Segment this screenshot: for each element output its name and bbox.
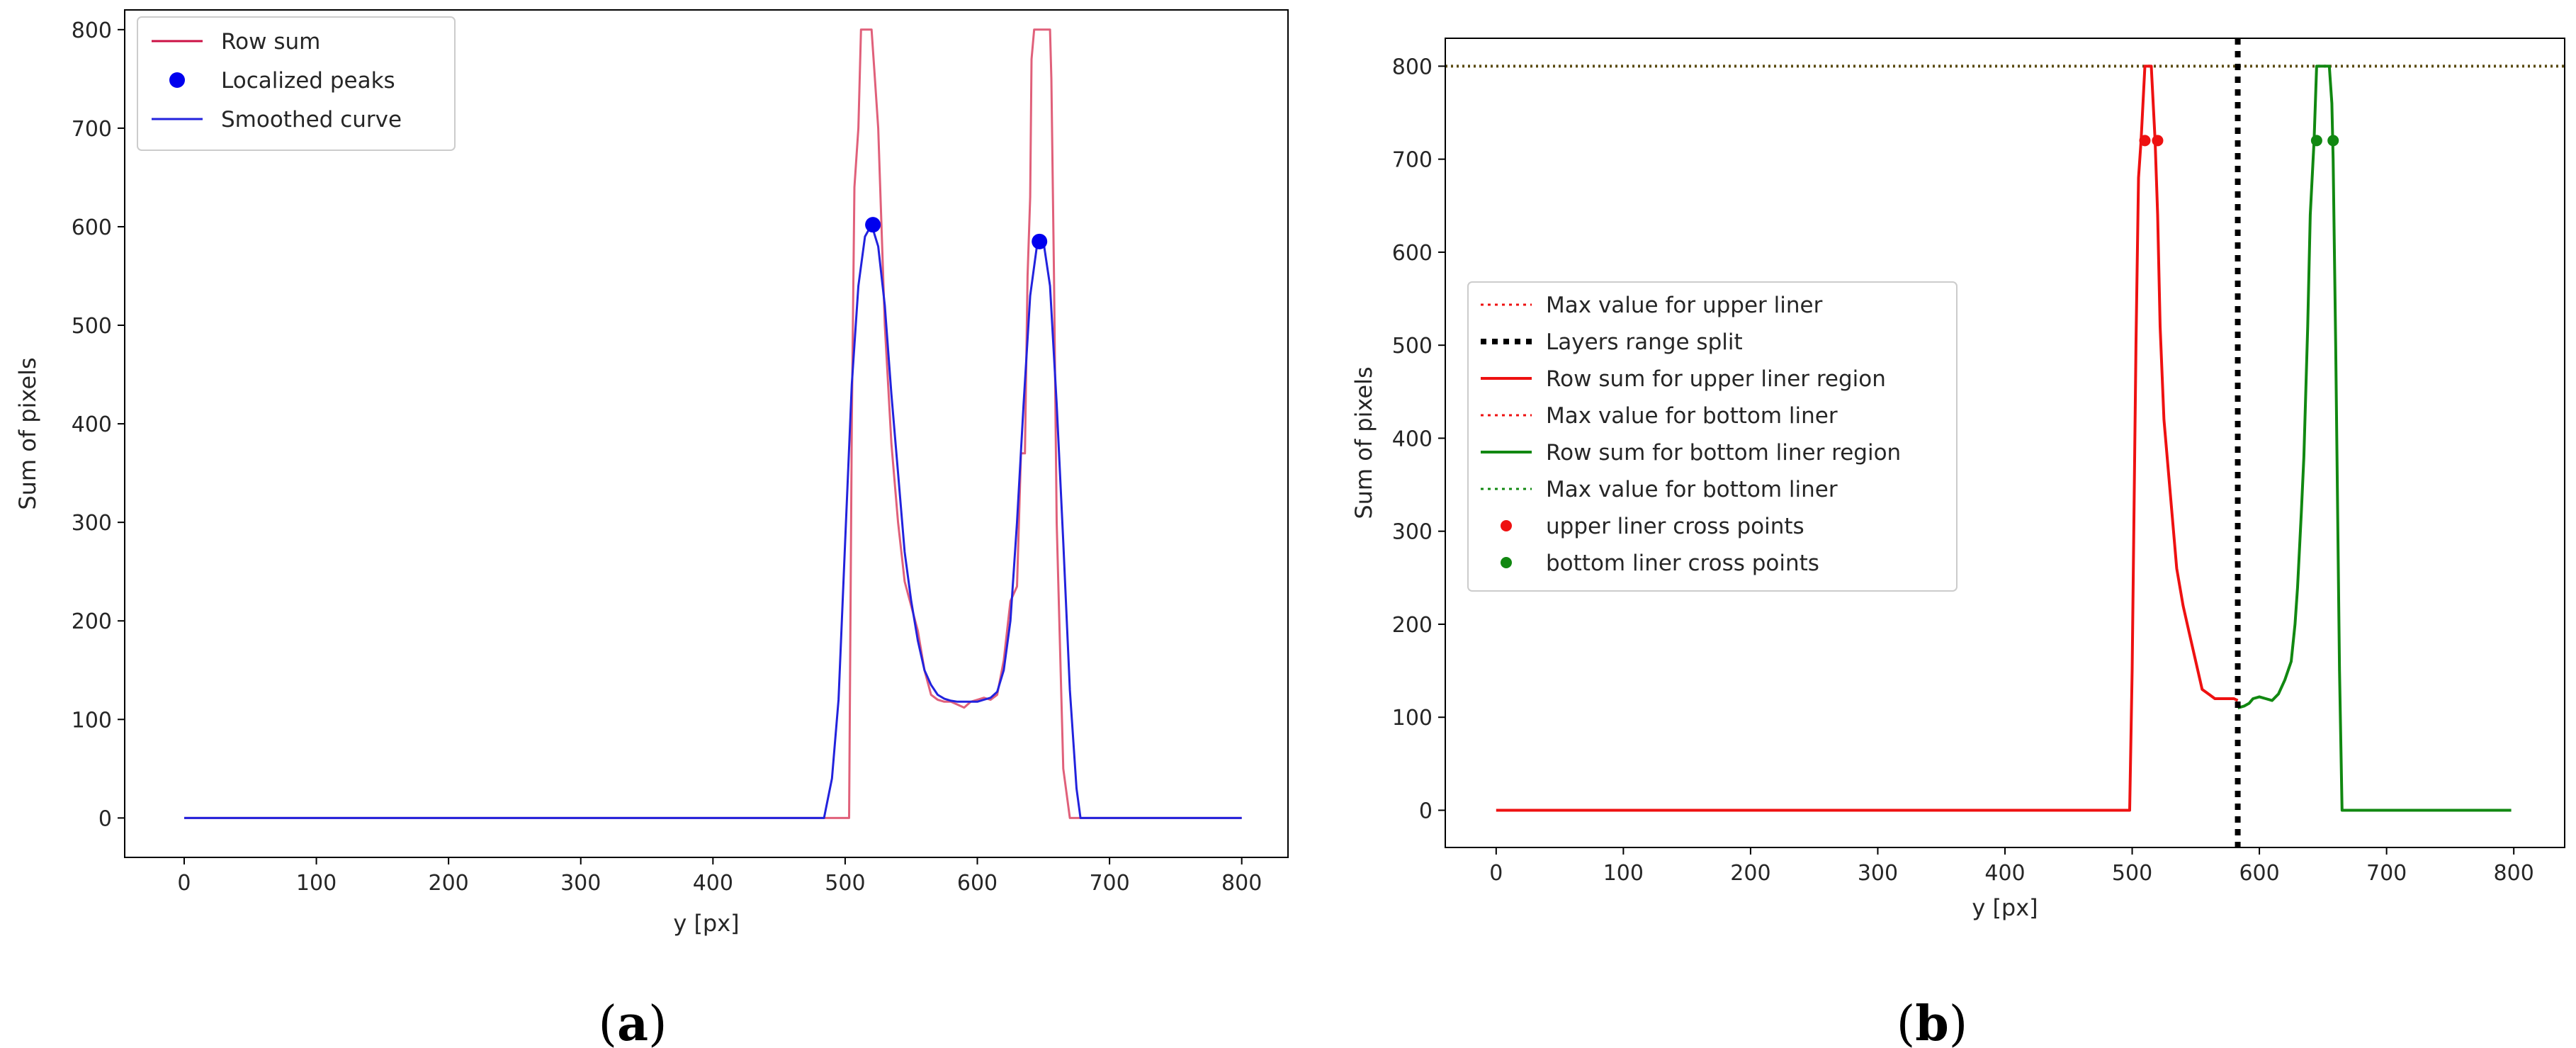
chart-b-legend: Max value for upper liner Layers range s… — [1467, 281, 1958, 592]
chart-b-legend-label: bottom liner cross points — [1546, 551, 1819, 576]
chart-b-upper-cross-point — [2139, 135, 2151, 147]
chart-b-x-tick-label: 800 — [2494, 861, 2534, 886]
chart-a-frame — [124, 9, 1289, 858]
panel-label-b: (b) — [1897, 996, 1968, 1048]
chart-a-x-tick-label: 200 — [429, 871, 469, 896]
chart-a-x-tick-label: 300 — [560, 871, 601, 896]
chart-b-legend-swatch-bottom-cross — [1501, 557, 1512, 568]
chart-b-legend-label: Max value for bottom liner — [1546, 403, 1838, 429]
chart-a-x-tick-label: 800 — [1221, 871, 1262, 896]
chart-b-x-tick-label: 600 — [2239, 861, 2279, 886]
chart-a-x-axis: 0 100 200 300 400 500 600 700 800 — [177, 857, 1262, 896]
chart-b-legend-label: upper liner cross points — [1546, 514, 1804, 539]
chart-a-legend-label: Row sum — [221, 29, 320, 55]
chart-a-x-axis-label: y [px] — [673, 910, 739, 937]
chart-a-x-tick-label: 400 — [693, 871, 733, 896]
chart-a-legend-swatch-peaks — [169, 72, 185, 88]
chart-b-x-tick-label: 300 — [1858, 861, 1898, 886]
chart-b-upper-cross-point — [2152, 135, 2164, 147]
chart-panel-b: 0 100 200 300 400 500 600 700 800 0 100 200 300 400 5… — [1350, 38, 2565, 1048]
chart-b-y-tick-label: 600 — [1392, 241, 1433, 266]
chart-a-legend-label: Smoothed curve — [221, 107, 402, 133]
chart-b-legend-label: Max value for upper liner — [1546, 293, 1823, 318]
chart-b-y-tick-label: 400 — [1392, 427, 1433, 451]
chart-a-legend-label: Localized peaks — [221, 68, 395, 94]
chart-b-x-tick-label: 100 — [1603, 861, 1644, 886]
chart-b-legend-label: Max value for bottom liner — [1546, 477, 1838, 502]
chart-a-y-tick-label: 600 — [72, 215, 112, 240]
chart-b-series — [1445, 38, 2565, 847]
chart-b-x-tick-label: 0 — [1489, 861, 1503, 886]
chart-b-x-tick-label: 400 — [1984, 861, 2025, 886]
chart-a-row-sum-line — [184, 28, 1242, 819]
chart-a-y-axis-label: Sum of pixels — [14, 357, 41, 509]
chart-b-legend-box — [1467, 281, 1958, 592]
chart-b-y-tick-label: 500 — [1392, 334, 1433, 359]
chart-b-y-tick-label: 100 — [1392, 706, 1433, 731]
chart-a-peak-point — [865, 217, 881, 233]
chart-b-legend-swatch-upper-cross — [1501, 520, 1512, 531]
chart-b-x-axis: 0 100 200 300 400 500 600 700 800 — [1489, 847, 2534, 886]
chart-b-y-tick-label: 200 — [1392, 613, 1433, 638]
chart-a-y-tick-label: 400 — [72, 412, 112, 437]
chart-b-y-axis-label: Sum of pixels — [1350, 366, 1377, 519]
chart-a-y-tick-label: 500 — [72, 314, 112, 339]
chart-a-x-tick-label: 0 — [177, 871, 191, 896]
chart-a-x-tick-label: 600 — [957, 871, 998, 896]
chart-b-upper-region-line — [1496, 64, 2239, 812]
panel-label-a: (a) — [598, 996, 667, 1048]
chart-b-legend-label: Row sum for upper liner region — [1546, 366, 1886, 392]
chart-b-legend-label: Layers range split — [1546, 329, 1743, 355]
chart-a-x-tick-label: 700 — [1089, 871, 1129, 896]
chart-a-x-tick-label: 500 — [825, 871, 865, 896]
chart-a-y-tick-label: 0 — [98, 806, 112, 831]
chart-a-smoothed-curve-line — [184, 223, 1242, 819]
chart-b-x-axis-label: y [px] — [1972, 894, 2038, 921]
chart-b-bottom-region-line — [2237, 64, 2512, 812]
chart-b-legend-label: Row sum for bottom liner region — [1546, 440, 1901, 466]
chart-a-y-tick-label: 200 — [72, 609, 112, 634]
chart-b-bottom-cross-point — [2310, 135, 2322, 147]
chart-a-peak-point — [1032, 233, 1048, 249]
chart-panel-a: 0 100 200 300 400 500 600 700 800 0 100 200 300 400 5… — [14, 9, 1289, 1048]
chart-b-x-tick-label: 500 — [2112, 861, 2152, 886]
chart-b-y-axis: 0 100 200 300 400 500 600 700 800 — [1392, 55, 1445, 823]
chart-a-y-axis: 0 100 200 300 400 500 600 700 800 — [72, 18, 125, 831]
chart-b-y-tick-label: 0 — [1419, 799, 1433, 823]
chart-b-y-tick-label: 300 — [1392, 520, 1433, 545]
chart-a-x-tick-label: 100 — [296, 871, 337, 896]
chart-a-y-tick-label: 700 — [72, 117, 112, 142]
chart-b-y-tick-label: 800 — [1392, 55, 1433, 79]
chart-b-x-tick-label: 700 — [2366, 861, 2407, 886]
chart-a-legend-box — [137, 16, 456, 151]
chart-a-series — [184, 28, 1242, 819]
chart-a-y-tick-label: 800 — [72, 18, 112, 43]
chart-a-legend: Row sum Localized peaks Smoothed curve — [137, 16, 456, 151]
chart-a-y-tick-label: 300 — [72, 511, 112, 536]
chart-b-x-tick-label: 200 — [1730, 861, 1770, 886]
chart-b-bottom-cross-point — [2327, 135, 2339, 147]
chart-a-y-tick-label: 100 — [72, 708, 112, 733]
chart-b-y-tick-label: 700 — [1392, 148, 1433, 173]
